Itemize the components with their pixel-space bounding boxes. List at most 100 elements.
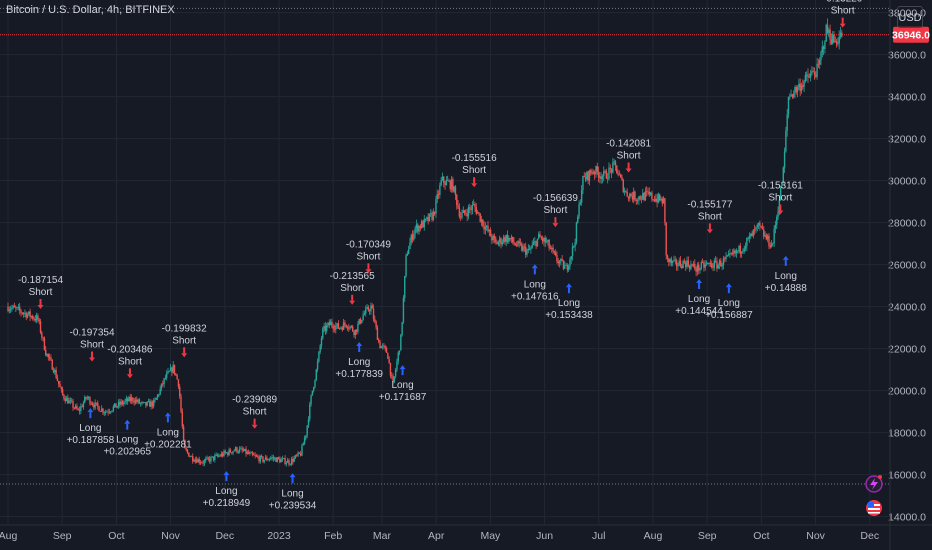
candle-body <box>769 245 771 248</box>
candle-body <box>389 362 392 376</box>
candle-body <box>216 454 219 457</box>
candle-body <box>401 322 403 335</box>
candle-body <box>333 328 336 330</box>
candle-body <box>522 246 524 251</box>
long-signal-arrow <box>782 255 789 266</box>
candle-body <box>189 456 191 458</box>
candle-body <box>687 260 690 266</box>
candle-body <box>155 397 157 400</box>
candle-body <box>739 245 742 254</box>
candle-body <box>461 213 463 218</box>
long-signal-arrow <box>531 264 538 275</box>
candle-body <box>805 74 808 76</box>
candle-body <box>472 203 475 205</box>
candle-body <box>639 196 641 199</box>
candle-body <box>456 195 458 206</box>
candle-body <box>93 404 95 408</box>
candle-body <box>480 219 483 222</box>
candle-body <box>362 314 364 321</box>
candle-body <box>747 237 749 239</box>
candle-body <box>247 451 250 454</box>
candle-body <box>246 451 249 454</box>
candle-body <box>558 261 561 264</box>
candle-body <box>791 94 794 98</box>
candle-body <box>136 399 138 402</box>
candle-body <box>545 241 548 243</box>
candle-body <box>501 242 504 245</box>
candle-body <box>227 452 229 455</box>
candle-body <box>299 453 302 456</box>
candle-body <box>478 212 480 214</box>
candle-body <box>515 245 518 246</box>
candle-body <box>392 376 394 382</box>
short-signal-arrow <box>552 217 559 228</box>
candle-body <box>223 451 225 456</box>
candle-body <box>487 225 489 232</box>
candle-body <box>800 85 803 92</box>
candle-body <box>298 452 301 454</box>
candle-body <box>422 221 424 228</box>
candle-body <box>173 364 176 374</box>
candle-body <box>77 409 79 410</box>
candle-body <box>659 194 661 201</box>
candle-body <box>750 233 752 237</box>
candle-body <box>838 36 840 44</box>
candle-body <box>521 244 523 251</box>
candle-body <box>760 225 762 228</box>
candle-body <box>236 447 238 453</box>
candle-body <box>675 260 678 267</box>
candle-body <box>685 262 687 268</box>
candle-body <box>192 456 194 462</box>
candle-body <box>807 74 809 78</box>
candle-body <box>363 313 366 315</box>
candle-body <box>612 162 614 173</box>
long-signal-label: Long <box>775 271 797 282</box>
candle-body <box>647 191 649 193</box>
short-signal-arrow <box>706 223 713 234</box>
candle-body <box>120 401 122 405</box>
candle-body <box>794 87 796 94</box>
candle-body <box>37 315 39 320</box>
candle-body <box>139 403 142 404</box>
candle-body <box>234 447 237 451</box>
candle-body <box>609 167 611 169</box>
candle-body <box>432 211 435 220</box>
candle-body <box>141 402 143 404</box>
short-signal-value: -0.142081 <box>606 139 651 150</box>
candle-body <box>203 460 206 464</box>
candle-body <box>297 452 299 456</box>
candle-body <box>225 452 228 454</box>
candle-body <box>366 307 368 309</box>
candle-body <box>712 267 714 269</box>
candle-body <box>833 34 835 43</box>
candle-body <box>104 412 107 413</box>
candle-body <box>15 307 17 309</box>
candle-body <box>765 235 768 240</box>
candle-body <box>336 323 338 326</box>
candle-body <box>64 398 66 402</box>
candle-body <box>809 73 812 78</box>
candle-body <box>323 326 325 329</box>
candle-body <box>763 229 765 237</box>
candle-body <box>277 457 280 459</box>
candle-body <box>790 94 792 97</box>
long-signal-value: +0.218949 <box>203 498 251 509</box>
long-signal-label: Long <box>688 294 710 305</box>
candle-body <box>528 248 531 250</box>
candle-body <box>616 165 618 174</box>
candle-body <box>39 321 42 333</box>
long-signal-value: +0.202965 <box>103 447 151 458</box>
candle-body <box>776 216 778 225</box>
currency-button[interactable]: USD <box>897 6 923 28</box>
candle-body <box>700 262 703 269</box>
candle-body <box>190 456 193 457</box>
candle-body <box>595 166 597 175</box>
short-signal-label: Short <box>243 407 267 418</box>
candle-body <box>782 167 784 184</box>
candle-body <box>488 229 490 232</box>
candle-body <box>257 456 259 458</box>
candle-body <box>335 325 337 330</box>
candle-body <box>388 358 390 363</box>
candle-body <box>156 394 159 398</box>
